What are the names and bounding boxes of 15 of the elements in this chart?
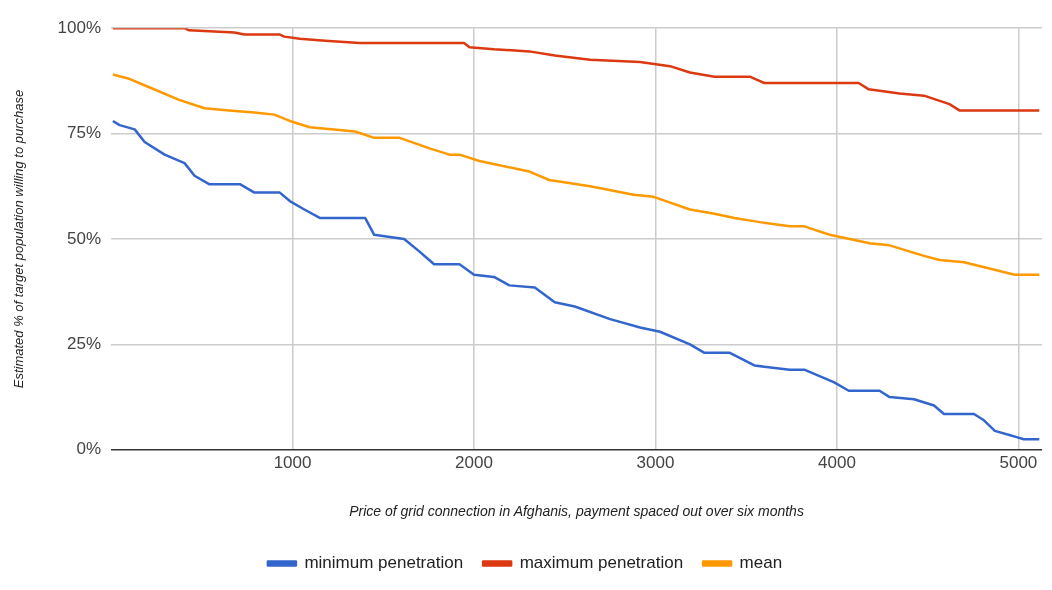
y-axis-title: Estimated % of target population willing to purchase: [11, 89, 27, 389]
y-tick-label: 50%: [67, 228, 102, 248]
legend-label: minimum penetration: [304, 553, 464, 573]
y-tick-label: 100%: [57, 17, 102, 37]
x-tick-label: 4000: [818, 452, 856, 472]
x-tick-label: 1000: [273, 452, 312, 472]
x-tick-label: 5000: [999, 452, 1038, 472]
x-tick-label: 3000: [636, 452, 675, 472]
y-tick-label: 75%: [67, 123, 102, 143]
y-tick-label: 25%: [67, 334, 102, 354]
x-tick-label: 2000: [455, 452, 493, 472]
x-axis-title: Price of grid connection in Afghanis, payment spaced out over six months: [349, 503, 804, 520]
legend-label: mean: [739, 553, 783, 573]
y-tick-label: 0%: [76, 439, 102, 459]
legend-label: maximum penetration: [519, 553, 684, 573]
